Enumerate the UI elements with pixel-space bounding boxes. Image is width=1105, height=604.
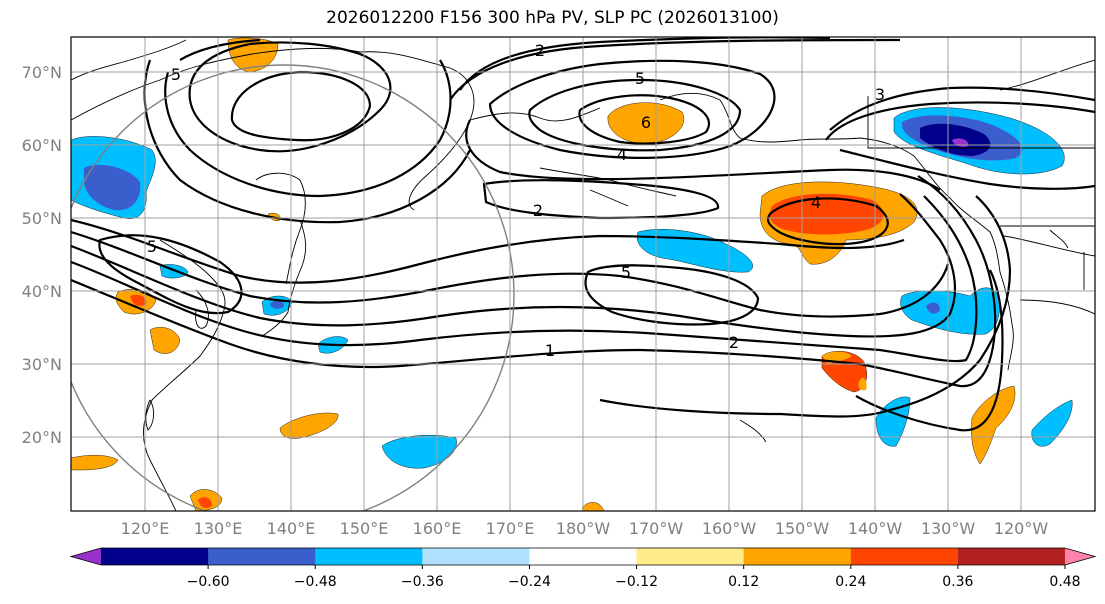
- lat-label: 60°N: [22, 136, 62, 155]
- range-ring: [71, 64, 515, 511]
- lon-label: 120°E: [121, 519, 170, 538]
- colorbar-tick-label: 0.36: [942, 574, 973, 590]
- contour-label: 2: [729, 333, 739, 352]
- contour-label: 4: [617, 145, 627, 164]
- colorbar-swatch: [743, 548, 852, 565]
- contour-label: 2: [533, 201, 543, 220]
- lon-label: 180°W: [556, 519, 611, 538]
- lon-label: 120°W: [994, 519, 1049, 538]
- contour-label: 5: [635, 69, 645, 88]
- colorbar-tick-label: 0.48: [1049, 574, 1080, 590]
- lon-label: 130°W: [921, 519, 976, 538]
- colorbar-swatch: [850, 548, 959, 565]
- contour-label: 5: [147, 237, 157, 256]
- latitude-labels: 70°N 60°N 50°N 40°N 30°N 20°N: [22, 63, 62, 447]
- lat-label: 40°N: [22, 282, 62, 301]
- colorbar-tick-label: −0.24: [508, 574, 551, 590]
- gridlines: [71, 37, 1095, 511]
- lon-label: 170°W: [629, 519, 684, 538]
- colorbar-tick-label: 0.24: [835, 574, 866, 590]
- colorbar-swatch: [315, 548, 423, 565]
- contour-label: 6: [641, 113, 651, 132]
- colorbar-swatch: [529, 548, 638, 565]
- lon-label: 150°E: [340, 519, 389, 538]
- lon-label: 140°E: [267, 519, 316, 538]
- colorbar-swatch: [101, 548, 209, 565]
- colorbar-tick-label: 0.12: [728, 574, 759, 590]
- contour-labels: 2 5 6 4 2 3 4 5 5 1 2 5: [147, 41, 885, 360]
- lat-label: 70°N: [22, 63, 62, 82]
- colorbar-tick-label: −0.36: [401, 574, 444, 590]
- contour-label: 5: [171, 65, 181, 84]
- contour-label: 3: [875, 85, 885, 104]
- colorbar-extend-low: [71, 548, 101, 565]
- slp-contours: [71, 37, 1095, 432]
- colorbar-tick-label: −0.60: [187, 574, 230, 590]
- longitude-labels: 120°E 130°E 140°E 150°E 160°E 170°E 180°…: [121, 519, 1049, 538]
- lon-label: 160°W: [702, 519, 757, 538]
- lat-label: 20°N: [22, 428, 62, 447]
- colorbar-swatch: [208, 548, 316, 565]
- colorbar-tick-label: −0.48: [294, 574, 337, 590]
- colorbar-swatch: [422, 548, 530, 565]
- map-frame: [70, 36, 1096, 512]
- contour-label: 1: [545, 341, 555, 360]
- lon-label: 150°W: [775, 519, 830, 538]
- colorbar-extend-high: [1065, 548, 1095, 565]
- lat-label: 50°N: [22, 209, 62, 228]
- colorbar-outline: [69, 547, 1097, 566]
- coastlines: [71, 39, 1095, 511]
- lon-label: 130°E: [194, 519, 243, 538]
- colorbar-tick-label: −0.12: [615, 574, 658, 590]
- colorbar: −0.60 −0.48 −0.36 −0.24 −0.12 0.12 0.24 0.36 0.4…: [69, 547, 1097, 590]
- contour-label: 4: [811, 193, 821, 212]
- colorbar-swatch: [957, 548, 1066, 565]
- lon-label: 140°W: [848, 519, 903, 538]
- lon-label: 170°E: [486, 519, 535, 538]
- colorbar-swatch: [636, 548, 745, 565]
- contour-label: 2: [535, 41, 545, 60]
- map-title: 2026012200 F156 300 hPa PV, SLP PC (2026…: [326, 8, 779, 28]
- contour-label: 5: [621, 263, 631, 282]
- lon-label: 160°E: [413, 519, 462, 538]
- lat-label: 30°N: [22, 355, 62, 374]
